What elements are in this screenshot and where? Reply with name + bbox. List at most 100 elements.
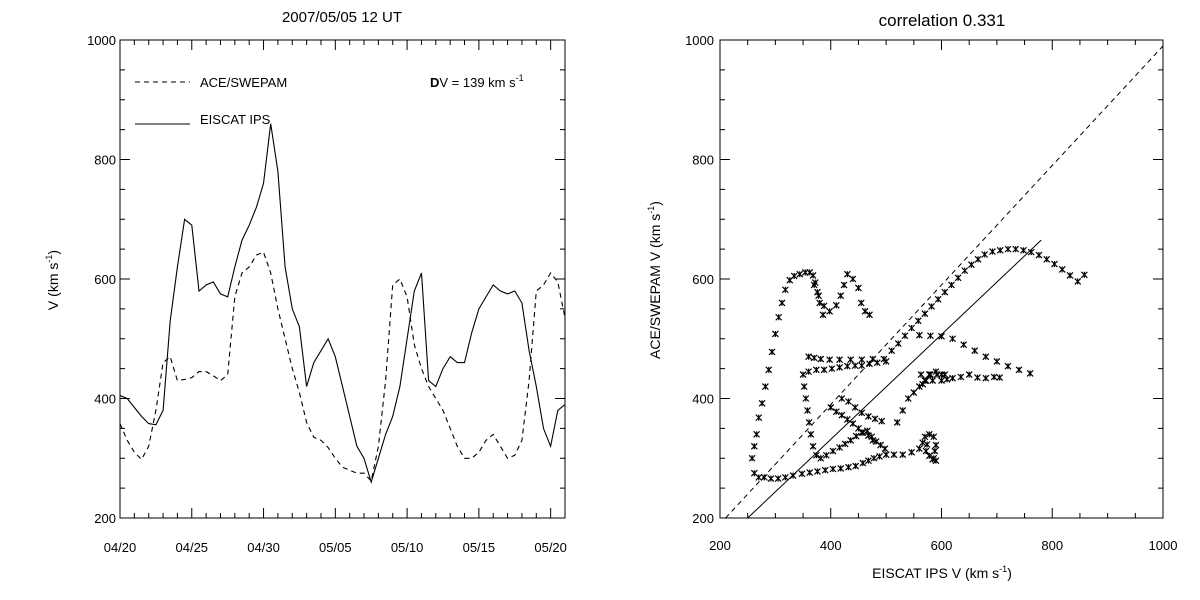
scatter-point <box>881 445 889 453</box>
scatter-point <box>927 371 934 379</box>
scatter-point <box>908 448 916 456</box>
right-x-tick-label: 400 <box>820 538 842 553</box>
scatter-point <box>981 251 989 258</box>
scatter-point <box>816 299 824 307</box>
scatter-point <box>798 470 806 478</box>
scatter-point <box>826 307 834 315</box>
scatter-point <box>931 447 939 455</box>
scatter-point <box>750 442 758 450</box>
scatter-point <box>894 340 902 347</box>
left-x-tick-label: 05/20 <box>534 540 567 555</box>
reference-line-solid <box>747 239 1042 519</box>
scatter-point <box>1015 366 1023 374</box>
scatter-point <box>858 409 866 417</box>
scatter-point <box>915 383 923 390</box>
right-axis-ticks <box>719 39 1164 519</box>
scatter-point <box>934 295 942 303</box>
scatter-point <box>876 453 883 460</box>
scatter-point <box>882 358 890 365</box>
scatter-point <box>941 371 949 379</box>
scatter-point <box>845 398 852 405</box>
scatter-point <box>954 274 962 282</box>
scatter-point <box>922 447 930 455</box>
scatter-point <box>1074 277 1082 285</box>
scatter-point <box>923 441 931 448</box>
right-x-tick-label: 600 <box>931 538 953 553</box>
left-y-tick-label: 400 <box>94 392 116 407</box>
scatter-point <box>827 404 835 411</box>
scatter-point <box>857 299 865 307</box>
scatter-point <box>832 301 840 309</box>
scatter-point <box>837 464 845 472</box>
scatter-point <box>866 360 873 368</box>
scatter-point <box>993 358 1001 365</box>
scatter-point <box>838 411 846 419</box>
scatter-point <box>812 366 820 374</box>
left-y-tick-label: 600 <box>94 272 116 287</box>
scatter-point <box>755 473 763 481</box>
scatter-point <box>899 451 907 459</box>
scatter-point <box>781 473 789 481</box>
scatter-point <box>768 348 776 356</box>
scatter-point <box>864 457 872 465</box>
right-y-tick-label: 800 <box>692 153 714 168</box>
left-plot-frame <box>119 39 566 519</box>
scatter-point <box>859 429 867 436</box>
scatter-point <box>932 457 940 465</box>
left-y-tick-label: 1000 <box>87 33 116 48</box>
scatter-point <box>982 374 990 382</box>
scatter-point <box>938 332 945 340</box>
reference-lines <box>725 45 1164 519</box>
scatter-point <box>809 442 817 450</box>
scatter-point <box>1035 251 1043 259</box>
scatter-point <box>925 430 933 438</box>
scatter-point <box>836 364 844 371</box>
scatter-point <box>809 271 817 279</box>
scatter-point <box>819 311 827 319</box>
scatter-point <box>941 288 949 296</box>
right-y-axis-label: ACE/SWEPAM V (km s-1) <box>646 201 663 359</box>
scatter-point <box>859 459 867 467</box>
legend-label-eiscat: EISCAT IPS <box>200 112 271 127</box>
scatter-point <box>974 374 981 382</box>
left-series-group <box>119 123 566 484</box>
scatter-point <box>820 366 828 374</box>
scatter-point <box>927 332 934 340</box>
scatter-point <box>775 313 783 321</box>
scatter-point <box>873 359 881 367</box>
scatter-point <box>996 374 1004 382</box>
scatter-point <box>748 454 756 462</box>
scatter-point <box>841 440 849 448</box>
scatter-point <box>843 270 851 278</box>
left-x-tick-label: 05/15 <box>463 540 496 555</box>
scatter-point <box>919 439 927 447</box>
scatter-point <box>781 286 789 294</box>
scatter-point <box>904 395 912 402</box>
scatter-point <box>765 366 773 374</box>
legend-label-ace: ACE/SWEPAM <box>200 75 287 90</box>
left-tick-labels: 04/20 04/25 04/30 05/05 05/10 05/15 05/20 200 40… <box>87 33 567 555</box>
scatter-point <box>928 303 935 310</box>
left-axis-ticks <box>119 39 566 519</box>
left-y-tick-label: 800 <box>94 153 116 168</box>
scatter-point <box>838 395 846 402</box>
left-x-tick-label: 04/30 <box>247 540 280 555</box>
left-x-tick-label: 05/05 <box>319 540 352 555</box>
scatter-point <box>815 292 822 300</box>
scatter-point <box>767 475 775 482</box>
scatter-point <box>1012 245 1020 253</box>
scatter-point <box>965 371 973 379</box>
right-y-tick-label: 1000 <box>685 33 714 48</box>
scatter-point <box>858 429 866 436</box>
scatter-point <box>851 404 859 411</box>
scatter-point <box>948 281 955 289</box>
scatter-point <box>960 341 968 349</box>
scatter-point <box>858 356 866 364</box>
scatter-point <box>837 292 845 300</box>
scatter-point <box>836 356 844 364</box>
scatter-point <box>921 433 929 441</box>
scatter-point <box>917 371 925 379</box>
scatter-point <box>774 475 782 482</box>
left-chart-title: 2007/05/05 12 UT <box>282 9 402 26</box>
scatter-point <box>864 413 872 420</box>
